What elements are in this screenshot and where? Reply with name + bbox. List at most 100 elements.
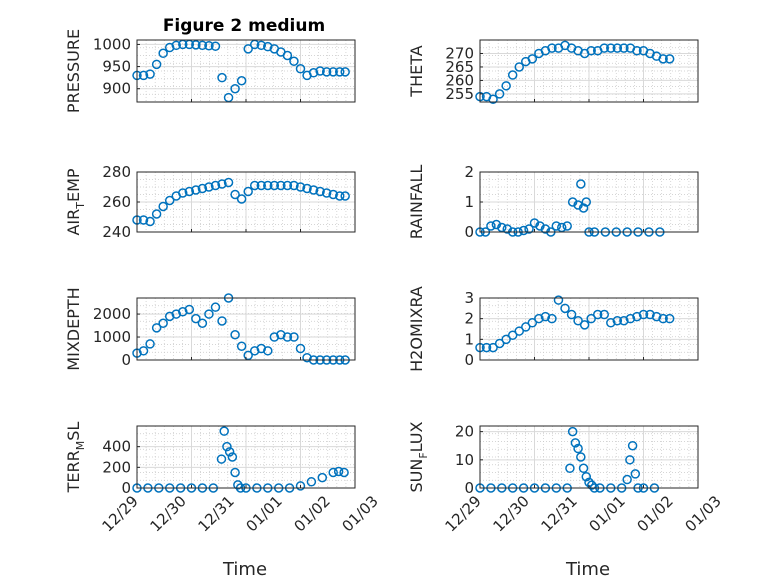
data-point <box>249 180 260 191</box>
data-point <box>328 189 338 200</box>
y-axis-label: SUNFLUX <box>407 421 430 492</box>
y-axis-label: TERRMSL <box>64 422 87 494</box>
data-point <box>651 311 662 322</box>
data-point <box>263 180 273 191</box>
data-point <box>295 343 306 354</box>
data-point <box>321 67 332 77</box>
data-point <box>630 469 641 479</box>
data-point <box>658 54 668 64</box>
data-point <box>249 346 260 356</box>
data-point <box>317 472 328 483</box>
y-tick-label: 900 <box>102 80 131 98</box>
y-axis-label: PRESSURE <box>64 29 83 113</box>
data-point <box>645 309 655 320</box>
data-point <box>566 309 577 320</box>
panel-h2omixra: 0 1 2 3 H2OMIXRA <box>407 286 699 372</box>
data-point <box>501 81 511 91</box>
y-tick-label: 2000 <box>93 305 131 323</box>
data-point <box>269 332 280 342</box>
data-point <box>295 481 306 491</box>
data-point <box>308 68 319 78</box>
y-tick-label: 255 <box>445 85 474 103</box>
data-point <box>151 59 162 70</box>
data-point <box>551 221 562 231</box>
data-point <box>223 177 234 188</box>
data-point <box>276 180 286 191</box>
data-point <box>151 209 162 219</box>
y-tick-label: 0 <box>121 479 131 497</box>
data-point <box>581 197 592 207</box>
data-point <box>289 332 299 342</box>
data-point <box>227 452 238 462</box>
data-point <box>340 67 350 77</box>
data-point <box>488 94 498 105</box>
data-point <box>263 346 273 356</box>
data-point <box>197 183 208 194</box>
data-point <box>328 67 338 77</box>
data-point <box>494 338 505 349</box>
data-point <box>581 471 592 482</box>
data-point <box>612 43 623 53</box>
data-point <box>184 304 195 315</box>
data-point <box>664 313 675 324</box>
y-tick-label: 1 <box>464 193 474 211</box>
data-point <box>145 339 155 349</box>
data-point <box>514 62 524 72</box>
data-point <box>216 454 227 464</box>
data-point <box>171 40 181 51</box>
data-point <box>529 218 540 228</box>
data-point <box>333 466 344 477</box>
data-point <box>164 311 175 322</box>
data-point <box>534 313 544 324</box>
data-point <box>638 309 649 320</box>
data-point <box>507 70 518 80</box>
y-tick-label: 200 <box>102 458 131 476</box>
data-point <box>586 480 597 490</box>
data-point <box>606 43 616 53</box>
y-tick-label: 1000 <box>93 35 131 53</box>
data-point <box>622 474 632 485</box>
data-point <box>138 215 149 225</box>
data-point <box>236 194 247 204</box>
data-point <box>578 203 589 213</box>
data-point <box>191 185 201 195</box>
y-tick-label: 260 <box>102 193 131 211</box>
data-point <box>145 69 155 79</box>
data-point <box>236 75 247 86</box>
data-point <box>625 455 635 465</box>
data-point <box>586 46 596 56</box>
data-point <box>334 191 345 201</box>
x-axis-label-left: Time <box>222 559 267 580</box>
y-tick-label: 1 <box>464 330 474 348</box>
data-point <box>315 186 325 197</box>
data-point <box>243 44 253 54</box>
data-point <box>306 477 317 487</box>
data-point <box>625 313 636 324</box>
data-point <box>315 66 325 76</box>
y-tick-label: 240 <box>102 223 131 241</box>
data-point <box>204 41 214 51</box>
data-point <box>573 315 583 326</box>
data-point <box>339 467 349 478</box>
data-point <box>619 315 629 326</box>
figure-title: Figure 2 medium <box>163 16 325 36</box>
y-tick-label: 3 <box>464 289 474 307</box>
x-tick-label: 01/02 <box>634 492 677 535</box>
data-point <box>565 463 575 474</box>
data-point <box>302 183 312 194</box>
data-point <box>282 180 293 191</box>
data-point <box>540 224 551 234</box>
y-axis-label: THETA <box>407 45 426 97</box>
data-point <box>269 180 280 191</box>
data-point <box>547 313 557 324</box>
data-point <box>527 54 538 64</box>
panel-air_temp: 240 260 280 AIRTEMP <box>64 163 356 241</box>
data-point <box>256 180 267 191</box>
data-point <box>158 48 168 59</box>
data-point <box>210 302 221 312</box>
data-point <box>573 200 583 210</box>
data-point <box>217 316 227 326</box>
data-point <box>204 182 214 192</box>
